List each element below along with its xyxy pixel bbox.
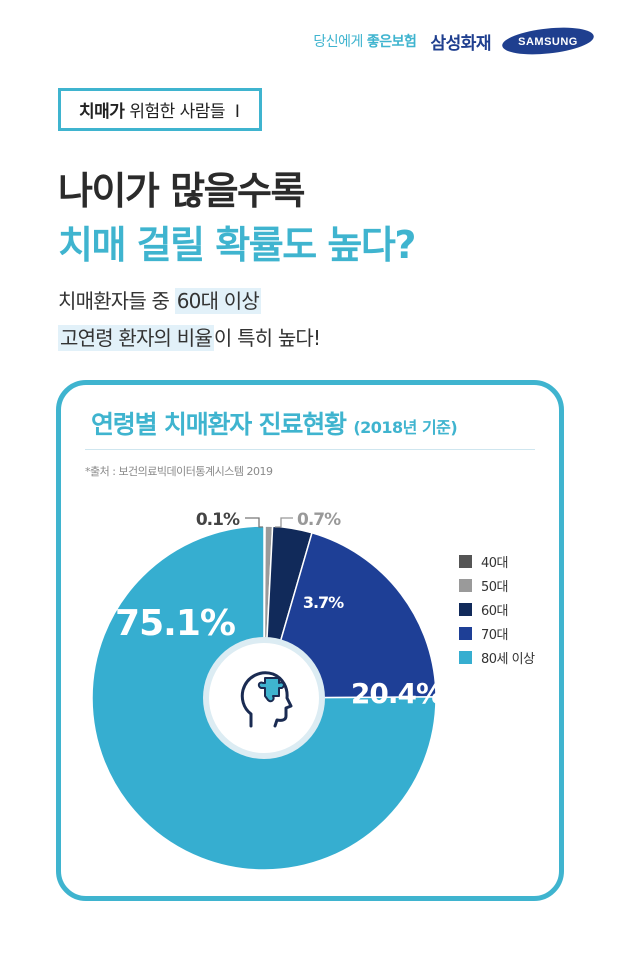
data-label-5: 75.1% (115, 603, 235, 644)
legend-item-5: 80세 이상 (459, 645, 535, 669)
leader-line-1 (245, 517, 263, 528)
data-label-2: 0.7% (297, 510, 341, 530)
legend-label: 50대 (481, 579, 509, 595)
brand-tagline: 당신에게 좋은보험 (313, 34, 417, 50)
pie-chart: 0.1% 0.7% 3.7% 20.4% 75.1% (91, 510, 445, 871)
headline-line1: 나이가 많을수록 (58, 169, 305, 213)
chart-source: *출처 : 보건의료빅데이터통계시스템 2019 (85, 465, 273, 478)
head-puzzle-icon (240, 671, 293, 728)
subtext-line2: 고연령 환자의 비율 이 특히 높다! (58, 325, 321, 351)
legend-swatch (459, 554, 472, 568)
chart-card: 연령별 치매환자 진료현황 (2018년 기준) *출처 : 보건의료빅데이터통… (56, 380, 564, 901)
data-label-3: 3.7% (303, 593, 344, 612)
legend-label: 80세 이상 (481, 651, 535, 667)
legend-item-2: 50대 (459, 573, 535, 597)
chart-legend: 40대 50대 60대 70대 80세 이상 (459, 549, 535, 669)
legend-swatch (459, 578, 472, 592)
legend-item-1: 40대 (459, 549, 535, 573)
chart-title: 연령별 치매환자 진료현황 (2018년 기준) (91, 410, 458, 439)
pie-center-hole (209, 643, 319, 753)
series-tag: 치매가 위험한 사람들 I (58, 88, 263, 131)
title-divider (85, 449, 535, 450)
data-label-4: 20.4% (351, 677, 444, 710)
brand-name: 삼성화재 (430, 33, 491, 54)
leader-line-2 (275, 517, 293, 528)
legend-label: 70대 (481, 627, 509, 643)
legend-swatch (459, 650, 472, 664)
data-label-1: 0.1% (196, 510, 240, 530)
legend-item-3: 60대 (459, 597, 535, 621)
brand-header: 당신에게 좋은보험 삼성화재 SAMSUNG (313, 26, 595, 56)
headline-line2: 치매 걸릴 확률도 높다? (58, 223, 416, 267)
legend-label: 40대 (481, 555, 509, 571)
svg-text:SAMSUNG: SAMSUNG (518, 36, 578, 48)
legend-item-4: 70대 (459, 621, 535, 645)
legend-swatch (459, 626, 472, 640)
subtext-line1: 치매환자들 중 60대 이상 (58, 288, 261, 314)
legend-swatch (459, 602, 472, 616)
pie-slice-5 (91, 525, 437, 871)
legend-label: 60대 (481, 603, 509, 619)
samsung-logo: SAMSUNG (502, 27, 594, 55)
